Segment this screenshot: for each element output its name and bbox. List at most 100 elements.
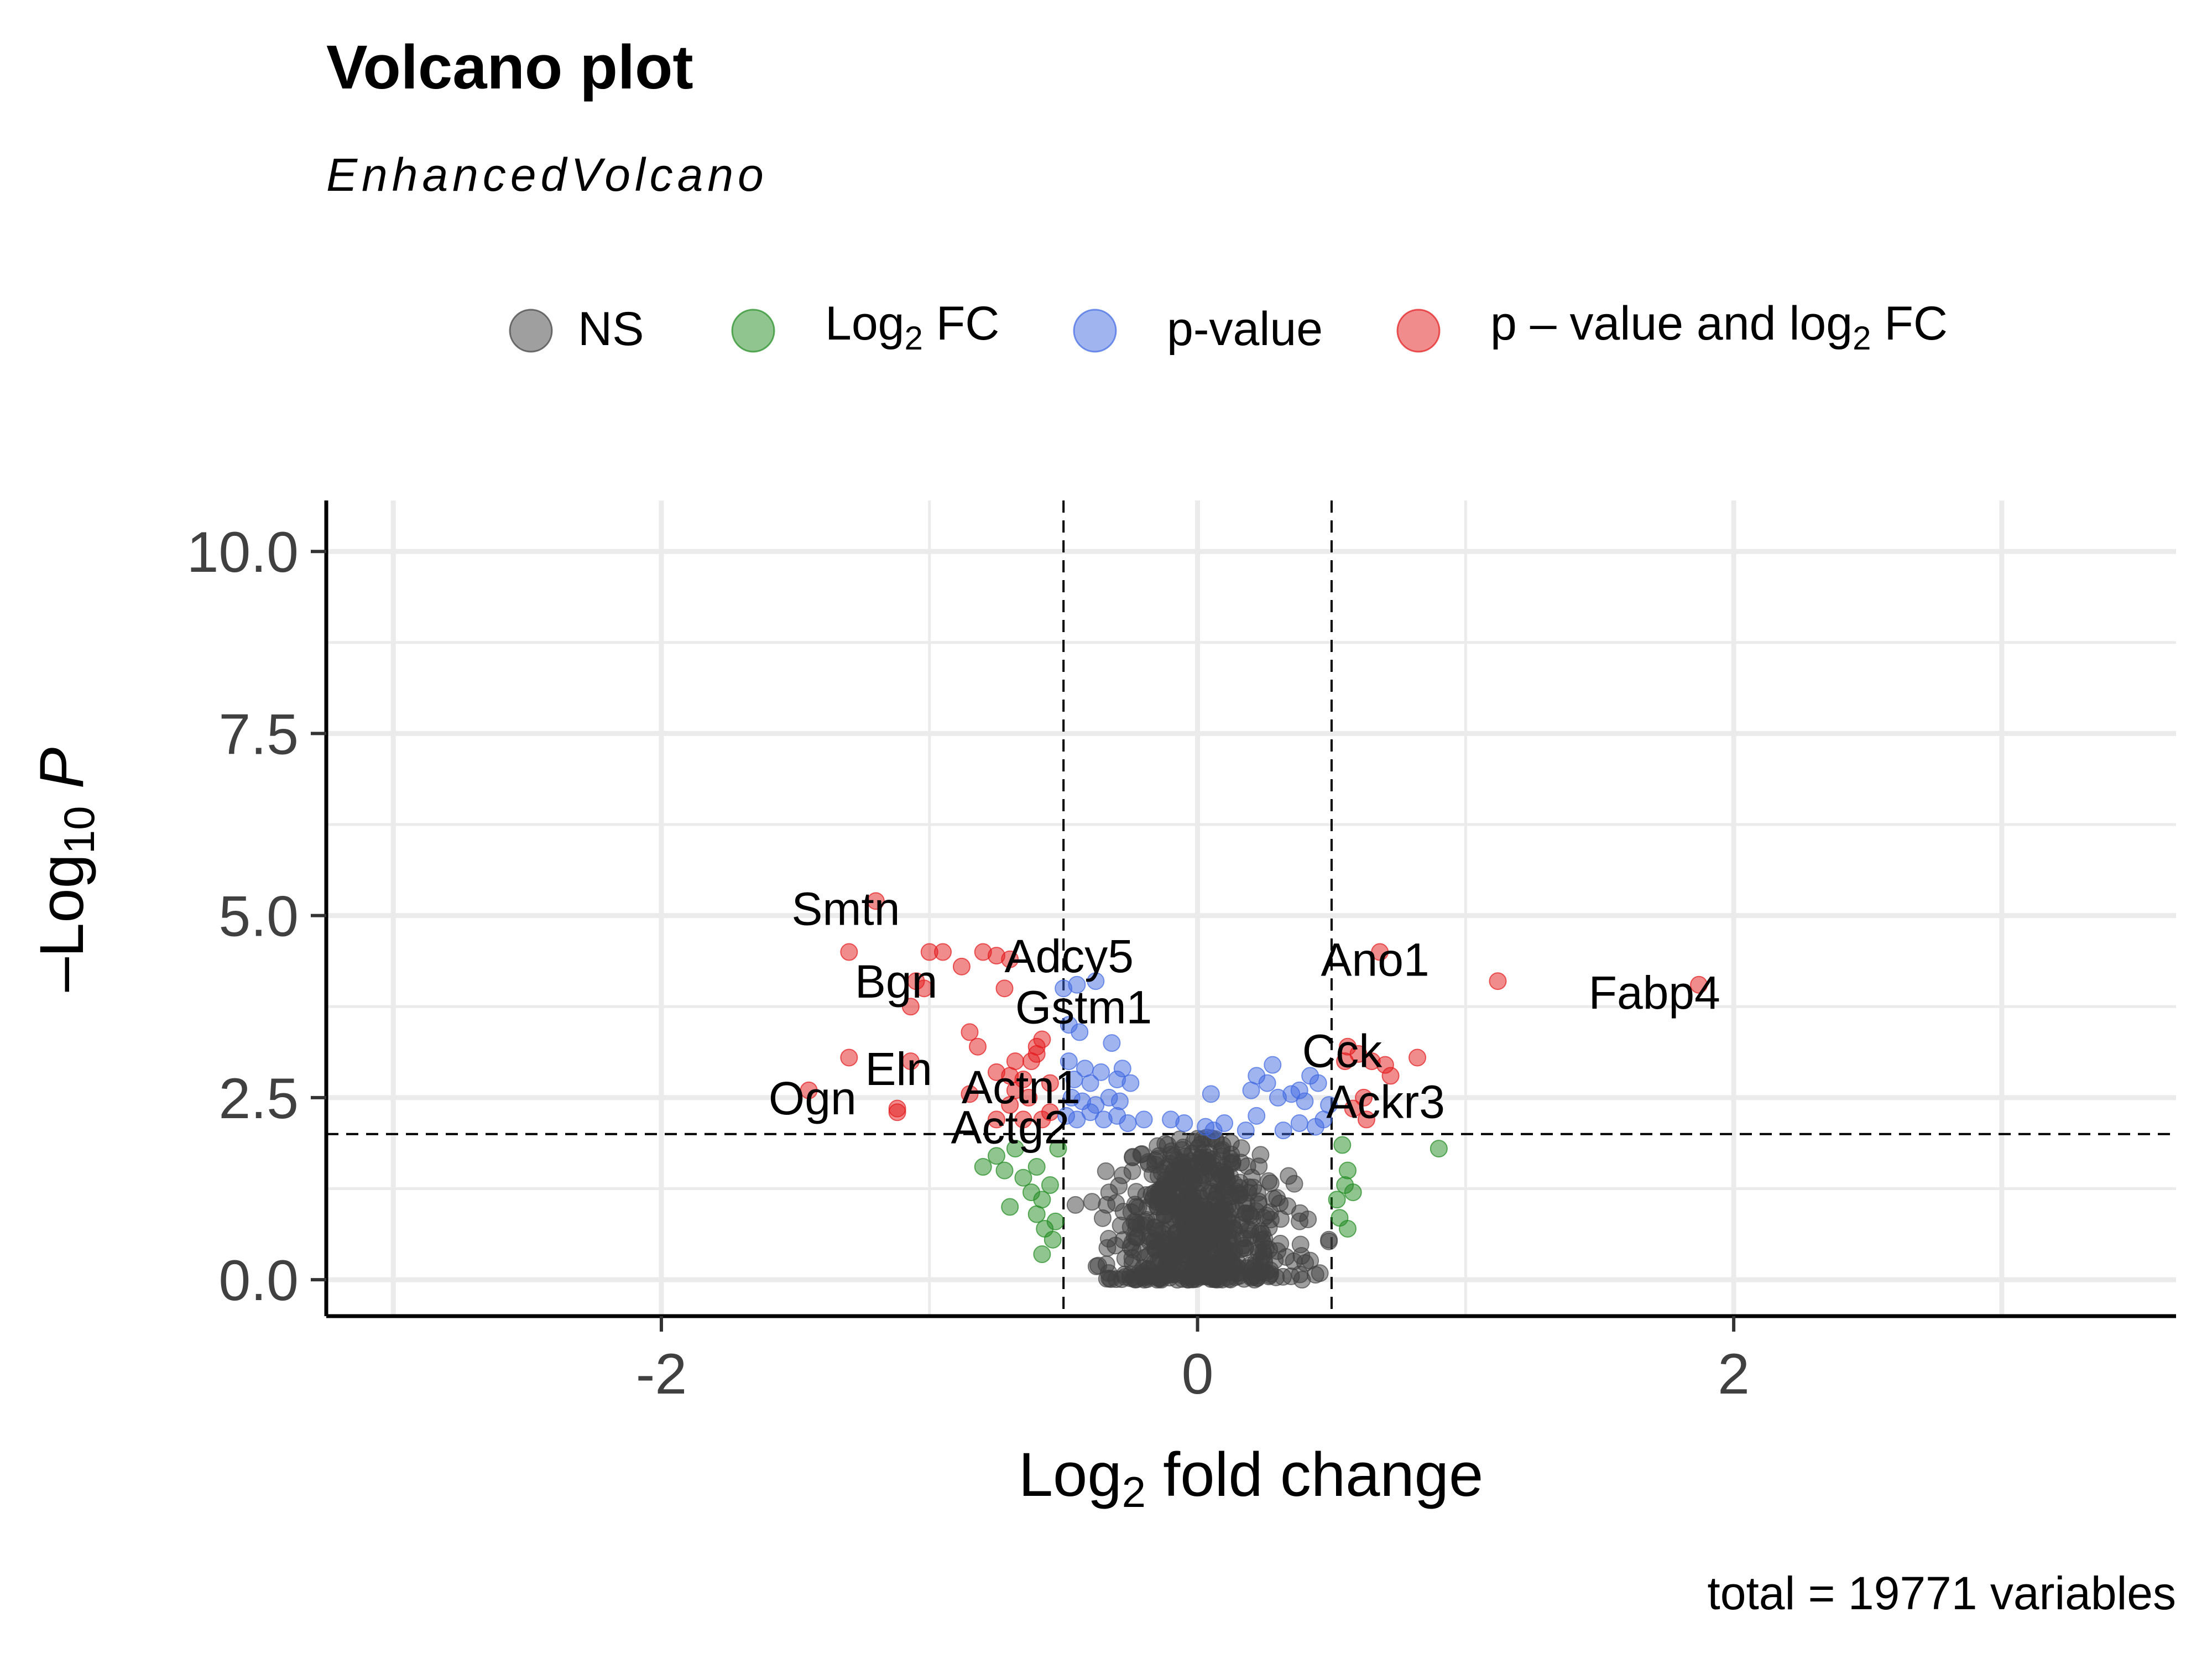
data-point-ns	[1142, 1185, 1161, 1203]
data-point-fc	[1027, 1205, 1046, 1223]
data-point-ns	[1167, 1151, 1186, 1169]
data-point-ns	[1116, 1267, 1134, 1286]
data-point-ns	[1301, 1251, 1319, 1270]
data-point-p	[1296, 1092, 1314, 1110]
data-point-ns	[1148, 1150, 1166, 1168]
data-point-p	[1202, 1085, 1220, 1103]
data-point-ns	[1225, 1242, 1244, 1260]
chart-subtitle: EnhancedVolcano	[326, 149, 768, 201]
data-point-p	[1119, 1114, 1137, 1133]
data-point-p	[1274, 1121, 1292, 1140]
data-point-fc-p	[987, 1110, 1005, 1129]
data-point-fc	[987, 1147, 1005, 1165]
data-point-ns	[1246, 1261, 1264, 1280]
x-axis-title: Log2 fold change	[1019, 1440, 1484, 1516]
data-point-p	[1068, 975, 1086, 994]
data-point-fc-p	[1355, 1088, 1373, 1107]
data-point-p	[1060, 1052, 1078, 1071]
data-point-fc-p	[901, 1052, 920, 1071]
data-point-ns	[1222, 1154, 1240, 1172]
data-point-ns	[1128, 1213, 1146, 1232]
data-point-ns	[1121, 1238, 1140, 1256]
data-point-p	[1110, 1092, 1129, 1110]
data-point-fc-p	[1020, 1088, 1038, 1107]
data-point-fc-p	[1041, 1074, 1059, 1092]
data-point-fc-p	[1371, 943, 1389, 961]
y-tick-label: 2.5	[218, 1067, 299, 1131]
data-point-fc	[995, 1161, 1014, 1180]
data-point-ns	[1260, 1172, 1278, 1190]
data-point-ns	[1239, 1183, 1258, 1202]
y-tick-label: 7.5	[218, 702, 299, 766]
legend-key-fc-p	[1396, 309, 1441, 353]
data-point-p	[1135, 1110, 1153, 1129]
data-point-fc-p	[1357, 1110, 1375, 1129]
data-point-fc	[1430, 1140, 1448, 1158]
data-point-ns	[1197, 1201, 1215, 1219]
data-point-fc	[1344, 1183, 1362, 1202]
data-point-ns	[1093, 1209, 1112, 1227]
data-point-ns	[1291, 1265, 1309, 1284]
gene-label: Bgn	[855, 956, 937, 1008]
data-point-fc	[1041, 1176, 1059, 1194]
chart-title: Volcano plot	[326, 33, 693, 102]
data-point-ns	[1277, 1248, 1295, 1266]
data-point-ns	[1251, 1146, 1270, 1164]
points	[800, 892, 1708, 1289]
data-point-fc-p	[1014, 1110, 1032, 1129]
data-point-ns	[1285, 1175, 1303, 1193]
data-point-p	[1092, 1063, 1110, 1081]
data-point-fc	[1046, 1212, 1065, 1230]
legend-label: NS	[578, 302, 644, 356]
data-point-fc-p	[840, 1048, 858, 1067]
data-point-fc	[1014, 1168, 1032, 1187]
data-point-p	[1237, 1121, 1255, 1140]
y-axis-title-text: –Log10 P	[27, 748, 103, 992]
data-point-ns	[1179, 1270, 1197, 1288]
data-point-ns	[1254, 1243, 1272, 1261]
data-point-fc-p	[901, 998, 920, 1016]
data-point-fc	[1339, 1161, 1357, 1180]
gene-label: Fabp4	[1589, 967, 1720, 1019]
data-point-p	[1103, 1034, 1121, 1052]
data-point-p	[1081, 1074, 1099, 1092]
data-point-p	[1258, 1074, 1276, 1092]
data-point-p	[1248, 1107, 1266, 1125]
data-point-p	[1264, 1056, 1282, 1074]
data-point-ns	[1250, 1195, 1268, 1213]
data-point-ns	[1182, 1165, 1200, 1183]
data-point-fc	[1001, 1198, 1019, 1216]
data-point-p	[1320, 1096, 1338, 1114]
data-point-p	[1290, 1114, 1308, 1133]
data-point-fc-p	[969, 1037, 987, 1056]
data-point-fc-p	[888, 1103, 906, 1121]
data-point-ns	[1215, 1261, 1234, 1280]
x-axis-title-text: Log2 fold change	[1019, 1440, 1484, 1516]
data-point-fc	[974, 1158, 992, 1176]
axes: -2 0 2 0.0 2.5 5.0 7.5 10.0	[187, 500, 2176, 1406]
data-point-ns	[1217, 1170, 1235, 1188]
plot-panel: Smtn Adcy5 Bgn Gstm1 Eln Actn1 Ogn Actg2 Ano1 Fab…	[187, 500, 2176, 1406]
gene-label: Ogn	[769, 1072, 857, 1124]
data-point-fc-p	[1027, 1045, 1046, 1063]
data-point-ns	[1097, 1162, 1115, 1180]
data-point-fc-p	[1489, 972, 1507, 990]
gene-label: Cck	[1302, 1025, 1383, 1077]
data-point-fc-p	[1690, 975, 1708, 994]
gene-label: Adcy5	[1005, 930, 1134, 982]
data-point-fc-p	[1344, 1099, 1362, 1118]
data-point-p	[1309, 1074, 1327, 1092]
legend: NS Log2 FC p-value p – value and log2 FC	[509, 297, 1948, 357]
y-axis-title: –Log10 P	[27, 748, 103, 992]
gene-label: Actg2	[951, 1102, 1070, 1154]
legend-label: p – value and log2 FC	[1490, 297, 1948, 357]
data-point-fc	[1006, 1140, 1024, 1158]
data-point-ns	[1193, 1149, 1211, 1167]
data-point-fc-p	[1001, 950, 1019, 968]
data-point-ns	[1089, 1256, 1108, 1275]
data-point-ns	[1161, 1265, 1179, 1283]
data-point-fc	[1049, 1140, 1067, 1158]
data-point-fc	[1333, 1136, 1352, 1154]
